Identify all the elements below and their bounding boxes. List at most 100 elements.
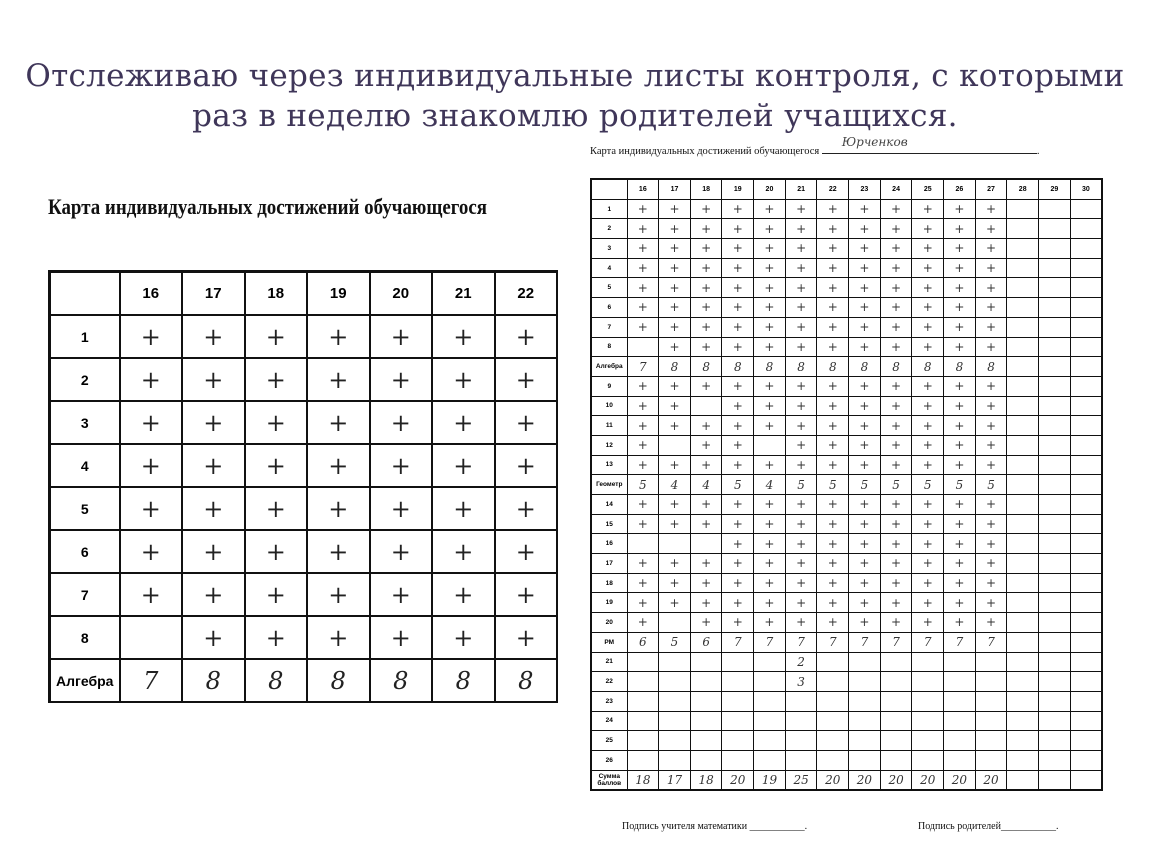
mark-cell: +: [753, 218, 786, 240]
mark-cell: +: [753, 572, 786, 594]
mark-cell: [626, 533, 660, 555]
mark-cell: +: [243, 572, 308, 617]
mark-cell: 5: [848, 474, 881, 495]
mark-cell: [1069, 316, 1103, 338]
mark-cell: [974, 710, 1008, 732]
mark-cell: [1006, 375, 1040, 397]
mark-cell: +: [689, 494, 723, 515]
mark-cell: +: [974, 592, 1008, 614]
mark-cell: +: [626, 198, 660, 220]
mark-cell: +: [943, 553, 976, 574]
mark-cell: +: [753, 336, 786, 358]
mark-cell: [911, 690, 945, 712]
mark-cell: +: [974, 198, 1008, 220]
mark-cell: [118, 615, 183, 660]
mark-cell: +: [911, 454, 945, 476]
mark-cell: +: [816, 257, 850, 279]
mark-cell: [1038, 238, 1071, 259]
mark-cell: [658, 434, 691, 456]
mark-cell: [1006, 356, 1040, 377]
mark-cell: +: [943, 375, 976, 397]
mark-cell: +: [816, 494, 850, 515]
mark-cell: [1069, 730, 1103, 751]
mark-cell: +: [816, 612, 850, 633]
mark-cell: +: [943, 612, 976, 633]
mark-cell: +: [753, 297, 786, 318]
mark-cell: +: [848, 513, 881, 535]
column-header: 22: [816, 178, 850, 200]
mark-cell: 8: [848, 356, 881, 377]
mark-cell: 7: [721, 631, 755, 653]
mark-cell: 20: [943, 769, 976, 791]
mark-cell: [1069, 297, 1103, 318]
mark-cell: +: [721, 198, 755, 220]
mark-cell: 4: [689, 474, 723, 495]
mark-cell: +: [848, 533, 881, 555]
mark-cell: +: [784, 375, 818, 397]
row-label: 12: [590, 434, 628, 456]
mark-cell: [816, 749, 850, 771]
mark-cell: [1038, 198, 1071, 220]
mark-cell: 20: [816, 769, 850, 791]
mark-cell: [1006, 749, 1040, 771]
row-label: 22: [590, 671, 628, 692]
mark-cell: +: [943, 434, 976, 456]
mark-cell: +: [721, 572, 755, 594]
mark-cell: +: [306, 357, 371, 402]
mark-cell: +: [784, 572, 818, 594]
mark-cell: +: [784, 238, 818, 259]
mark-cell: 5: [626, 474, 660, 495]
mark-cell: +: [974, 336, 1008, 358]
mark-cell: +: [118, 572, 183, 617]
mark-cell: +: [368, 486, 433, 531]
mark-cell: +: [658, 415, 691, 436]
row-label: 6: [590, 297, 628, 318]
mark-cell: +: [943, 454, 976, 476]
mark-cell: +: [658, 336, 691, 358]
mark-cell: 7: [879, 631, 913, 653]
mark-cell: [721, 690, 755, 712]
mark-cell: 8: [243, 658, 308, 703]
mark-cell: 20: [848, 769, 881, 791]
column-header: 17: [658, 178, 691, 200]
mark-cell: +: [306, 572, 371, 617]
mark-cell: [1038, 572, 1071, 594]
mark-cell: +: [431, 314, 496, 359]
table-row: 5 + + + + + + + + + + + +: [590, 277, 1103, 299]
mark-cell: +: [689, 336, 723, 358]
mark-cell: +: [911, 238, 945, 259]
mark-cell: 20: [721, 769, 755, 791]
mark-cell: [753, 730, 786, 751]
mark-cell: [1069, 415, 1103, 436]
mark-cell: +: [816, 533, 850, 555]
table-row: 3 + + + + + + + + + + + +: [590, 238, 1103, 259]
mark-cell: +: [689, 415, 723, 436]
mark-cell: [626, 730, 660, 751]
mark-cell: [1006, 513, 1040, 535]
row-label: 4: [590, 257, 628, 279]
mark-cell: +: [431, 443, 496, 488]
mark-cell: [943, 710, 976, 732]
mark-cell: [1038, 730, 1071, 751]
row-label: Алгебра: [48, 658, 121, 703]
mark-cell: +: [974, 316, 1008, 338]
mark-cell: +: [753, 494, 786, 515]
mark-cell: +: [943, 494, 976, 515]
mark-cell: +: [368, 443, 433, 488]
mark-cell: 2: [784, 651, 818, 673]
mark-cell: +: [848, 395, 881, 417]
mark-cell: +: [243, 314, 308, 359]
row-label: 13: [590, 454, 628, 476]
mark-cell: 8: [721, 356, 755, 377]
mark-cell: 8: [911, 356, 945, 377]
row-label: 5: [48, 486, 121, 531]
mark-cell: +: [181, 572, 246, 617]
mark-cell: +: [689, 553, 723, 574]
row-label: 19: [590, 592, 628, 614]
mark-cell: +: [689, 572, 723, 594]
mark-cell: 8: [974, 356, 1008, 377]
mark-cell: +: [879, 297, 913, 318]
mark-cell: +: [689, 513, 723, 535]
mark-cell: +: [911, 592, 945, 614]
mark-cell: +: [943, 316, 976, 338]
